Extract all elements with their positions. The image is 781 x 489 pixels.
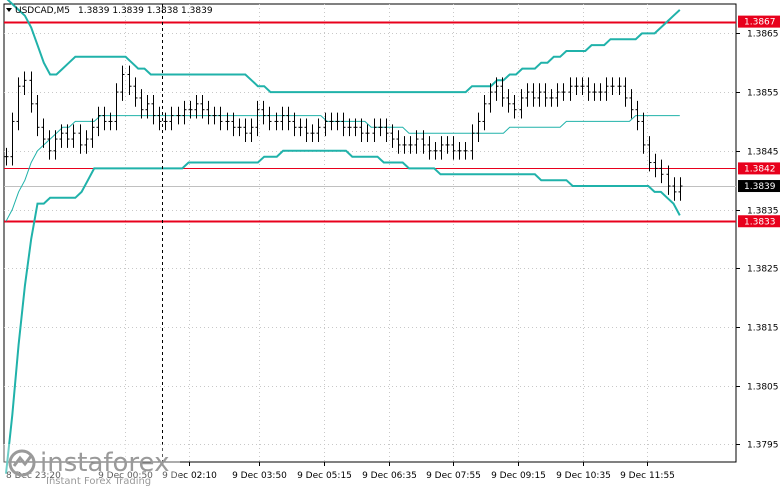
x-tick-label-first: 8 Dec 23:20: [6, 471, 61, 481]
logo-tagline: Instant Forex Trading: [46, 476, 151, 487]
y-tick-label: 1.3845: [747, 148, 779, 158]
upper-band-line: [6, 0, 681, 94]
y-tick-label: 1.3835: [747, 207, 779, 217]
y-tick-label: 1.3815: [747, 324, 779, 334]
x-tick-label: 9 Dec 02:10: [162, 471, 217, 481]
logo-circle-icon: [8, 449, 36, 477]
x-tick-label: 9 Dec 00:50: [98, 471, 153, 481]
chart-frame: [3, 3, 737, 463]
y-tick-label: 1.3805: [747, 383, 779, 393]
x-tick-label: 9 Dec 07:55: [426, 471, 481, 481]
price-series: [4, 65, 683, 201]
x-tick-label: 9 Dec 09:15: [491, 471, 546, 481]
chart-header: USDCAD,M5 1.3839 1.3839 1.3838 1.3839: [6, 6, 213, 16]
level-tag: [738, 215, 780, 228]
current-price-tag-label: 1.3839: [744, 182, 776, 192]
x-axis: 9 Dec 00:50 9 Dec 02:10 9 Dec 03:50 9 Dec 0…: [6, 462, 675, 481]
y-tick-label: 1.3865: [747, 30, 779, 40]
x-tick-label: 9 Dec 03:50: [232, 471, 287, 481]
ohlc-values: 1.3839 1.3839 1.3838 1.3839: [78, 6, 213, 16]
level-tag-label: 1.3867: [744, 18, 776, 28]
x-tick-label: 9 Dec 10:35: [556, 471, 611, 481]
y-axis: 1.3865 1.3855 1.3845 1.3835 1.3825 1.3815 1.38…: [736, 30, 779, 451]
current-price-tag: [738, 180, 780, 193]
level-tag: [738, 15, 780, 28]
level-tag-label: 1.3833: [744, 217, 776, 227]
price-tags: 1.3867 1.3842 1.3833 1.3839: [738, 15, 780, 228]
logo-backdrop: [0, 444, 180, 489]
dropdown-triangle-icon[interactable]: [6, 8, 12, 12]
y-tick-label: 1.3795: [747, 441, 779, 451]
y-tick-label: 1.3825: [747, 265, 779, 275]
logo-name: instaforex: [40, 448, 169, 478]
x-tick-label: 9 Dec 05:15: [297, 471, 352, 481]
logo-arrow-icon: [12, 455, 33, 467]
level-tag: [738, 162, 780, 175]
x-tick-label: 9 Dec 11:55: [620, 471, 675, 481]
grid: [3, 3, 737, 463]
instaforex-logo: instaforex Instant Forex Trading: [0, 444, 180, 489]
y-tick-label: 1.3855: [747, 89, 779, 99]
symbol-label: USDCAD,M5: [15, 6, 70, 16]
x-tick-label: 9 Dec 06:35: [362, 471, 417, 481]
level-tag-label: 1.3842: [744, 164, 776, 174]
lower-band-line: [5, 149, 681, 474]
